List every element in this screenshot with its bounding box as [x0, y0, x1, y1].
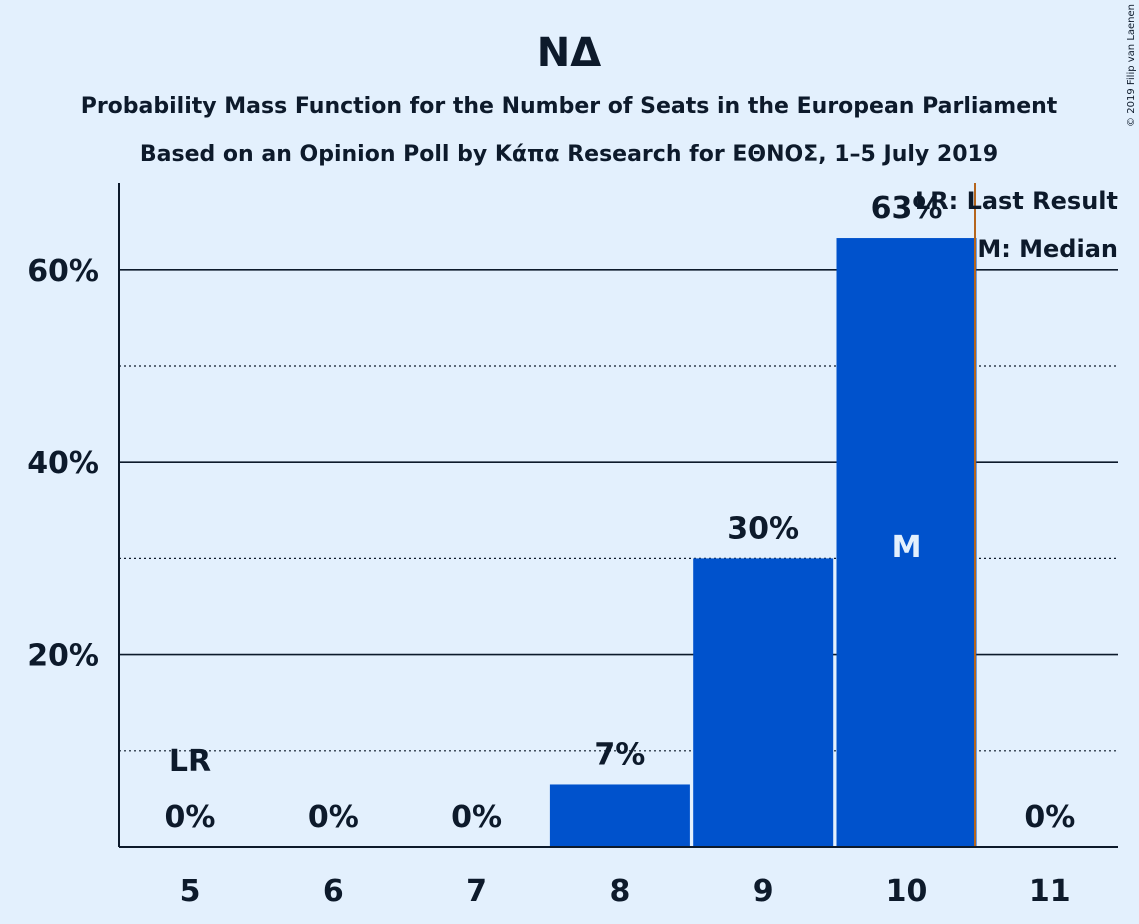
bar	[836, 238, 977, 847]
bars	[549, 238, 977, 847]
chart-title: ΝΔ	[537, 30, 601, 76]
median-marker: M	[892, 530, 922, 565]
data-label: 30%	[727, 511, 799, 546]
axes: 20% 40% 60% 5 6 7 8 9 10 11	[27, 183, 1118, 909]
bar	[549, 784, 690, 847]
x-tick-label: 7	[466, 874, 487, 909]
x-tick-label: 8	[609, 874, 630, 909]
legend-last-result: LR: Last Result	[915, 187, 1118, 215]
data-labels: 0% 0% 0% 7% 30% 63% 0% LR M	[165, 191, 1076, 835]
data-label: 0%	[308, 800, 359, 835]
x-tick-label: 6	[323, 874, 344, 909]
chart-subtitle-line-2: Based on an Opinion Poll by Κάπα Researc…	[140, 142, 998, 167]
y-tick-label: 60%	[27, 254, 99, 289]
chart-subtitle-line-1: Probability Mass Function for the Number…	[81, 94, 1058, 119]
data-label: 7%	[594, 737, 645, 772]
data-label: 0%	[1024, 800, 1075, 835]
data-label: 0%	[451, 800, 502, 835]
y-tick-label: 40%	[27, 446, 99, 481]
x-tick-label: 9	[753, 874, 774, 909]
y-tick-label: 20%	[27, 639, 99, 674]
x-tick-label: 5	[180, 874, 201, 909]
data-label: 0%	[165, 800, 216, 835]
x-tick-label: 10	[886, 874, 928, 909]
legend: LR: Last Result M: Median	[915, 187, 1118, 263]
bar	[693, 558, 834, 847]
copyright-notice: © 2019 Filip van Laenen	[1126, 4, 1137, 127]
x-tick-label: 11	[1029, 874, 1071, 909]
legend-median: M: Median	[977, 235, 1118, 263]
data-label: 63%	[871, 191, 943, 226]
last-result-marker: LR	[169, 744, 211, 779]
